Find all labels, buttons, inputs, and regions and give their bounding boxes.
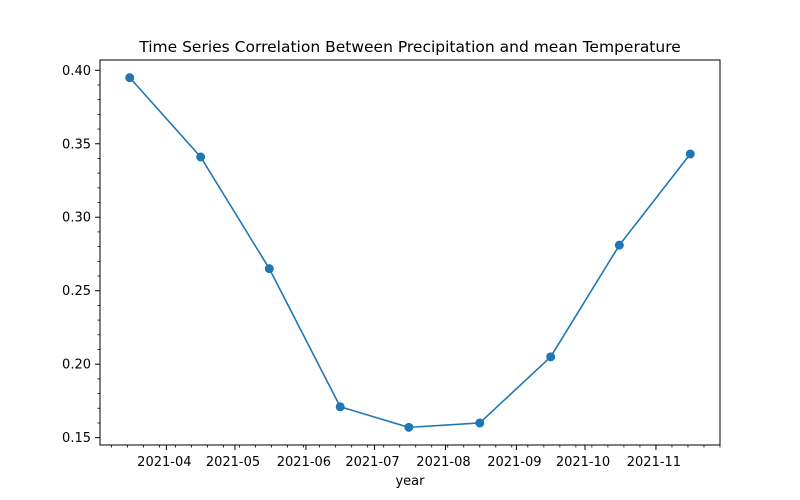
data-point: [264, 264, 274, 274]
chart-title: Time Series Correlation Between Precipit…: [138, 38, 681, 56]
data-point: [475, 418, 485, 428]
y-tick-label: 0.25: [62, 284, 91, 299]
x-tick-label: 2021-07: [345, 455, 399, 470]
y-tick-label: 0.15: [62, 431, 91, 446]
data-point: [685, 149, 695, 159]
y-tick-label: 0.40: [62, 64, 91, 79]
x-axis-label: year: [395, 474, 425, 489]
x-tick-label: 2021-10: [556, 455, 610, 470]
data-point: [614, 240, 624, 250]
x-tick-label: 2021-05: [206, 455, 260, 470]
x-tick-label: 2021-09: [487, 455, 541, 470]
x-tick-label: 2021-11: [627, 455, 681, 470]
data-point: [404, 422, 414, 432]
y-tick-label: 0.20: [62, 358, 91, 373]
plot-area: 0.15 0.20 0.25 0.30 0.35 0.40 2021-04 2021-05 20…: [62, 59, 721, 470]
data-point: [196, 152, 206, 162]
axes-frame: [99, 59, 721, 446]
x-tick-label: 2021-04: [137, 455, 191, 470]
data-point: [125, 73, 135, 83]
data-point: [546, 352, 556, 362]
data-point: [335, 402, 345, 412]
y-tick-label: 0.30: [62, 211, 91, 226]
x-tick-label: 2021-06: [277, 455, 331, 470]
series-line: [129, 77, 691, 429]
x-tick-label: 2021-08: [416, 455, 470, 470]
y-tick-label: 0.35: [62, 137, 91, 152]
